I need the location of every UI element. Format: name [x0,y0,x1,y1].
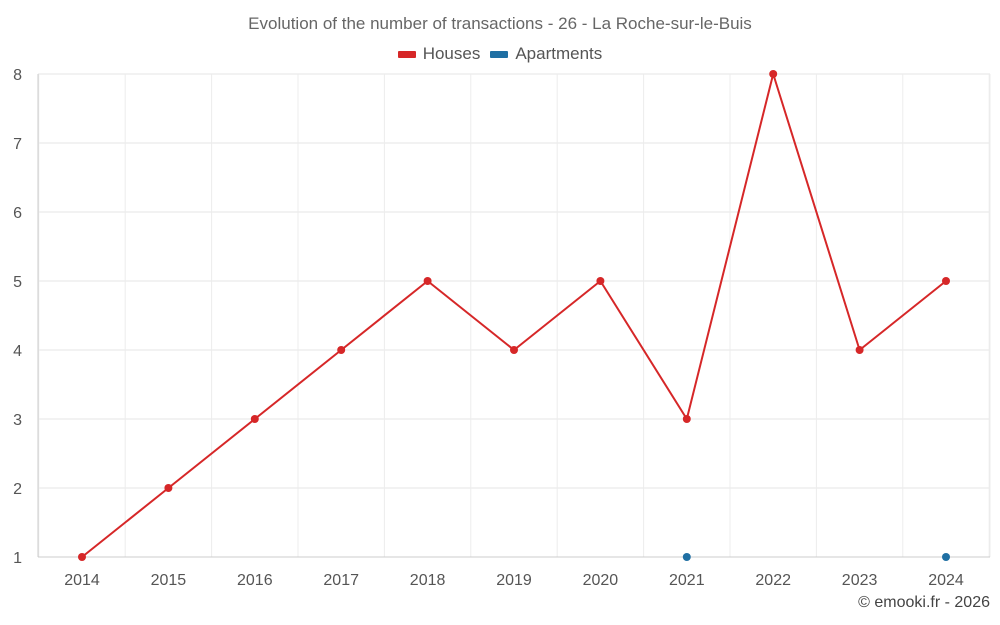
x-tick-label: 2014 [64,572,100,589]
credit-text: © emooki.fr - 2026 [858,594,990,611]
x-tick-label: 2017 [323,572,359,589]
x-tick-label: 2023 [842,572,878,589]
y-tick-label: 2 [13,481,22,498]
data-point-houses[interactable] [942,277,950,285]
y-tick-label: 8 [13,67,22,84]
y-tick-label: 4 [13,343,22,360]
x-tick-label: 2019 [496,572,532,589]
data-point-houses[interactable] [855,346,864,354]
data-point-houses[interactable] [769,70,778,78]
legend-item-houses[interactable]: Houses [397,44,481,64]
x-tick-label: 2024 [928,572,964,589]
x-tick-label: 2015 [151,572,187,589]
grid [38,73,991,558]
data-point-houses[interactable] [510,346,518,354]
legend-label-apartments: Apartments [515,44,603,63]
legend-swatch-apartments [490,50,509,58]
chart-title: Evolution of the number of transactions … [248,14,752,33]
legend-item-apartments[interactable]: Apartments [490,44,602,64]
x-tick-label: 2020 [583,572,619,589]
data-point-houses[interactable] [682,415,691,423]
data-point-apartments[interactable] [942,553,950,561]
data-point-apartments[interactable] [682,553,691,561]
legend: Houses Apartments [0,44,1000,64]
y-tick-label: 7 [13,136,22,153]
legend-label-houses: Houses [422,44,481,63]
data-point-houses[interactable] [164,484,173,492]
y-tick-label: 3 [13,412,22,429]
x-tick-label: 2021 [669,572,705,589]
series [78,70,950,561]
axes: 1 2 3 4 5 6 7 8 2014 2015 2016 2017 2018 2019 2020 2021… [13,67,990,589]
data-point-houses[interactable] [337,346,346,354]
y-tick-label: 1 [13,550,22,567]
x-tick-label: 2016 [237,572,273,589]
data-point-houses[interactable] [596,277,605,285]
data-point-houses[interactable] [78,553,86,561]
legend-swatch-houses [397,50,416,58]
data-point-houses[interactable] [423,277,432,285]
y-tick-label: 6 [13,205,22,222]
x-tick-label: 2022 [755,572,791,589]
x-tick-label: 2018 [410,572,446,589]
y-tick-label: 5 [13,274,22,291]
data-point-houses[interactable] [250,415,259,423]
